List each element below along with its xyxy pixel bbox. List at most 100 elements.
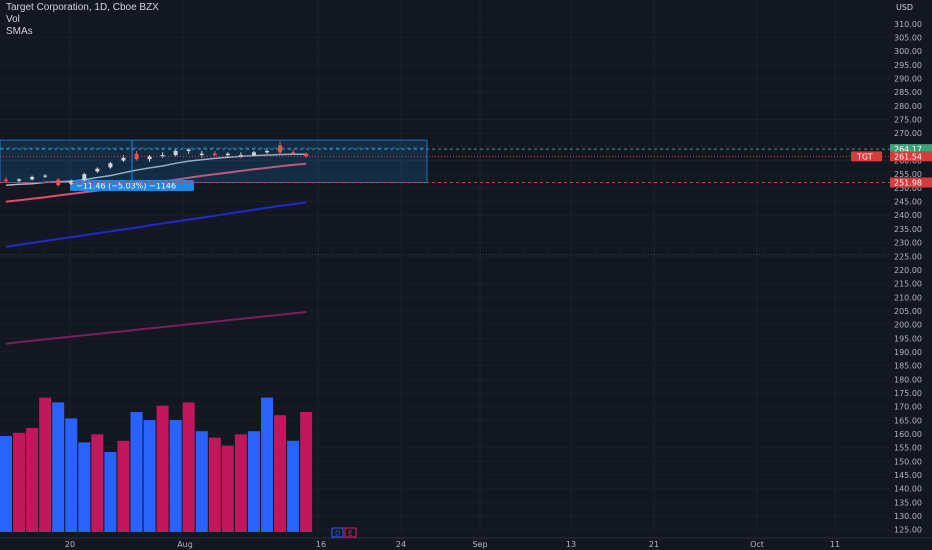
volume-bar (143, 420, 156, 532)
price-axis-bg (890, 0, 932, 532)
currency-label[interactable]: USD (896, 3, 913, 12)
candle-body (291, 152, 296, 154)
price-tick-label: 125.00 (894, 526, 922, 535)
time-tick-label: 20 (65, 540, 75, 549)
symbol-title[interactable]: Target Corporation, 1D, Cboe BZX (6, 2, 159, 13)
price-tick-label: 170.00 (894, 403, 922, 412)
price-tick-label: 310.00 (894, 20, 922, 29)
time-tick-label: 11 (830, 540, 840, 549)
time-tick-label: 24 (396, 540, 406, 549)
last-price-label-bg (890, 151, 932, 162)
volume-bar (91, 434, 104, 532)
price-tick-label: 180.00 (894, 375, 922, 384)
volume-bar (130, 412, 143, 532)
volume-bar (78, 442, 91, 532)
d-button[interactable]: D (335, 530, 340, 538)
price-tick-label: 270.00 (894, 129, 922, 138)
price-tick-label: 165.00 (894, 416, 922, 425)
price-tick-label: 135.00 (894, 498, 922, 507)
price-tick-label: 240.00 (894, 211, 922, 220)
price-tick-label: 175.00 (894, 389, 922, 398)
volume-bar (287, 440, 300, 532)
volume-bar (182, 402, 195, 532)
candle-body (69, 180, 74, 184)
candles (4, 141, 309, 187)
price-tick-label: 295.00 (894, 61, 922, 70)
price-tick-label: 150.00 (894, 457, 922, 466)
price-tick-label: 160.00 (894, 430, 922, 439)
volume-bar (65, 418, 78, 532)
volume-bar (13, 432, 26, 532)
candle-body (304, 153, 309, 157)
price-tick-label: 300.00 (894, 47, 922, 56)
price-tick-label: 190.00 (894, 348, 922, 357)
price-tick-label: 305.00 (894, 33, 922, 42)
sma-long-line (5, 201, 307, 248)
price-tick-label: 250.00 (894, 184, 922, 193)
time-tick-label: Sep (472, 540, 487, 549)
price-tick-label: 285.00 (894, 88, 922, 97)
candle-body (4, 179, 8, 182)
price-tick-label: 130.00 (894, 512, 922, 521)
time-tick-label: 21 (649, 540, 659, 549)
price-tick-label: 210.00 (894, 293, 922, 302)
last-price-label: 261.54 (894, 152, 922, 161)
price-tick-label: 290.00 (894, 75, 922, 84)
e-button-frame[interactable] (344, 527, 357, 538)
candle-body (278, 145, 283, 153)
price-tick-label: 215.00 (894, 280, 922, 289)
volume-bar (274, 415, 287, 532)
sma-longest-line (5, 311, 307, 345)
symbol-badge[interactable]: TGT (856, 152, 873, 161)
volume-indicator-label[interactable]: Vol (6, 14, 20, 25)
candle-body (147, 156, 152, 160)
volume-bar (221, 445, 234, 532)
candle-body (199, 153, 204, 156)
candle-body (251, 152, 256, 156)
price-tick-label: 255.00 (894, 170, 922, 179)
candle-body (212, 153, 217, 156)
price-tick-label: 205.00 (894, 307, 922, 316)
sma-indicator-label[interactable]: SMAs (6, 26, 33, 37)
range-measure: −11.46 (−5.03%) −1146 (0, 139, 428, 191)
candle-body (238, 155, 243, 157)
volume-bar (52, 402, 65, 532)
upper-price-label-bg (890, 144, 932, 155)
price-tick-label: 245.00 (894, 198, 922, 207)
candle-body (43, 175, 48, 177)
candle-body (56, 179, 61, 186)
volume-bar (247, 431, 260, 532)
candle-body (134, 153, 139, 160)
price-tick-label: 225.00 (894, 252, 922, 261)
e-button[interactable]: E (348, 530, 352, 538)
price-tick-label: 145.00 (894, 471, 922, 480)
price-tick-label: 200.00 (894, 321, 922, 330)
time-tick-label: Oct (750, 540, 764, 549)
time-tick-label: 16 (316, 540, 326, 549)
price-tick-label: 155.00 (894, 444, 922, 453)
d-button-frame[interactable] (331, 527, 344, 538)
price-tick-label: 220.00 (894, 266, 922, 275)
range-measure-label: −11.46 (−5.03%) −1146 (76, 182, 176, 191)
candle-body (186, 149, 191, 151)
volume-bar (156, 405, 169, 532)
volume-bar (195, 431, 208, 532)
lower-price-label: 251.98 (894, 178, 922, 187)
candle-body (225, 153, 230, 156)
volume-bar (104, 452, 117, 532)
volume-bar (208, 437, 221, 532)
price-tick-label: 230.00 (894, 239, 922, 248)
price-axis: USD 310.00 305.00 300.00 295.00 290.00 285.00 2… (331, 0, 932, 538)
price-tick-label: 140.00 (894, 485, 922, 494)
volume-bars (0, 397, 313, 532)
symbol-badge-bg (851, 151, 882, 162)
volume-bar (300, 412, 313, 532)
time-tick-label: Aug (177, 540, 193, 549)
volume-bar (234, 434, 247, 532)
range-box[interactable] (0, 139, 428, 183)
price-tick-label: 185.00 (894, 362, 922, 371)
time-axis: 20 Aug 16 24 Sep 13 21 Oct 11 (0, 537, 932, 549)
volume-bar (26, 428, 39, 532)
